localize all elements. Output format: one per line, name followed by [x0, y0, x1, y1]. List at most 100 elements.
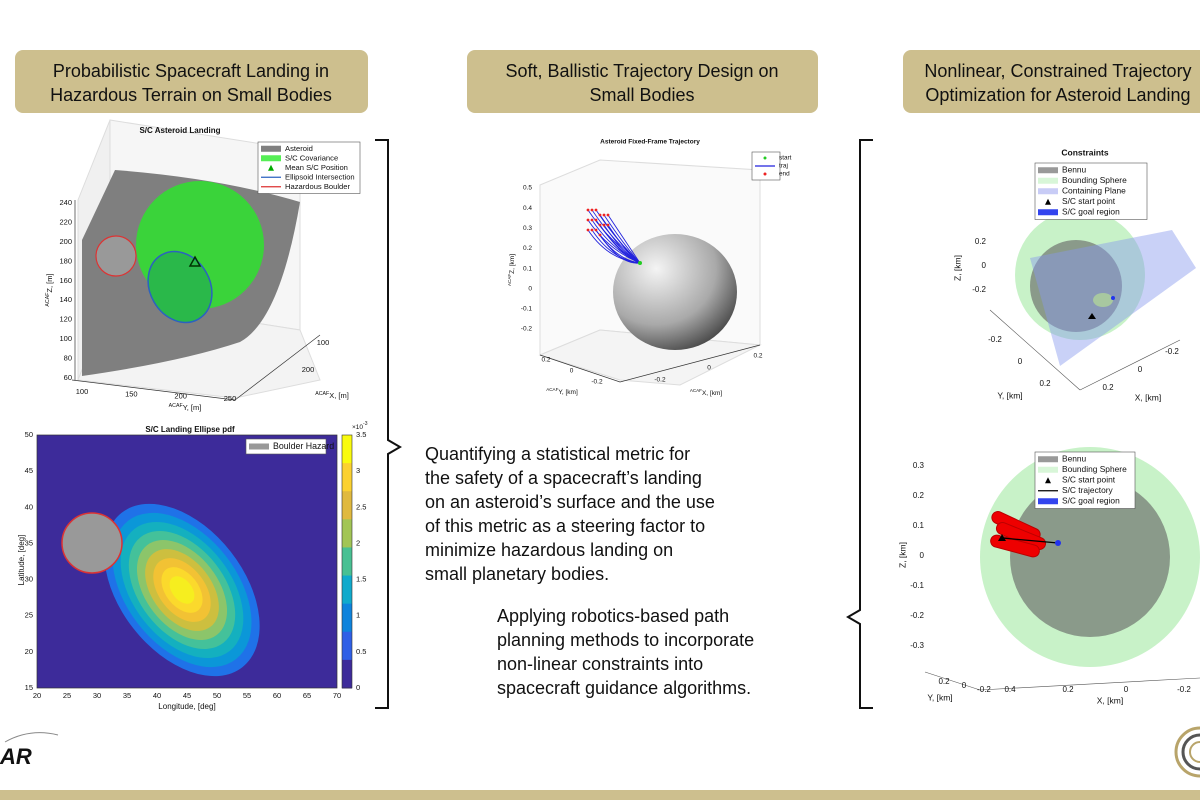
y-tick-label: 250 — [224, 394, 237, 403]
y-tick-label: 35 — [25, 538, 33, 547]
x-tick-label: 25 — [63, 691, 71, 700]
axis-label-prefix: ACAF — [690, 388, 702, 393]
colorbar-band — [342, 547, 352, 577]
axis-label: Z, [km] — [952, 255, 962, 281]
axis-label: ACAFX, [km] — [690, 388, 723, 397]
legend-swatch — [1038, 167, 1058, 174]
legend-swatch — [1045, 477, 1051, 484]
z-tick-label: 200 — [59, 237, 72, 246]
legend-swatch — [1038, 498, 1058, 505]
body-text: small planetary bodies. — [425, 564, 609, 584]
x-tick-label: 35 — [123, 691, 131, 700]
body-text: of this metric as a steering factor to — [425, 516, 705, 536]
trajectory-path — [599, 234, 641, 264]
legend-label: Bennu — [1062, 453, 1087, 463]
y-tick-label: 25 — [25, 611, 33, 620]
x-tick-label: 0.4 — [1004, 685, 1016, 694]
trajectory-end — [602, 223, 606, 227]
z-tick-label: -0.1 — [910, 581, 924, 590]
y-tick-label: 30 — [25, 575, 33, 584]
z-tick-label: 160 — [59, 276, 72, 285]
x-tick-label: 0 — [707, 365, 711, 372]
y-tick-label: -0.2 — [977, 685, 991, 694]
z-tick-label: -0.2 — [972, 285, 986, 294]
colorbar-tick-label: 1.5 — [356, 575, 366, 584]
axis-label-text: X, [km] — [702, 390, 722, 397]
z-tick-label: -0.3 — [910, 641, 924, 650]
legend-swatch — [268, 164, 274, 171]
axis-label-prefix: ACAF — [45, 293, 51, 307]
body-text: on an asteroid’s surface and the use — [425, 492, 715, 512]
x-tick-label: 55 — [243, 691, 251, 700]
legend-swatch — [1038, 456, 1058, 463]
y-tick-label: 200 — [174, 392, 187, 401]
y-tick-label: 150 — [125, 389, 138, 398]
axis-label-text: Z, [km] — [509, 254, 516, 274]
colorbar-band — [342, 659, 352, 689]
trajectory-end — [598, 233, 602, 237]
z-tick-label: 100 — [59, 334, 72, 343]
legend-label: Hazardous Boulder — [285, 182, 350, 191]
legend-label: Asteroid — [285, 144, 313, 153]
y-tick-label: 45 — [25, 466, 33, 475]
header-title: Probabilistic Spacecraft Landing in — [53, 61, 329, 81]
bracket — [846, 139, 873, 709]
x-tick-label: 60 — [273, 691, 281, 700]
legend-label: Bounding Sphere — [1062, 175, 1127, 185]
legend-label: Bennu — [1062, 164, 1087, 174]
constraints-figure — [989, 210, 1196, 391]
axis-label: ACAFY, [km] — [546, 387, 578, 396]
header-title: Hazardous Terrain on Small Bodies — [50, 85, 332, 105]
axis-label: Y, [km] — [997, 390, 1022, 400]
y-tick-label: 0 — [570, 368, 574, 375]
trajectory-start — [638, 261, 642, 265]
trajectory-end — [606, 213, 610, 217]
legend-label: Bounding Sphere — [1062, 464, 1127, 474]
colorbar-tick-label: 2.5 — [356, 502, 366, 511]
z-tick-label: 0 — [982, 261, 987, 270]
trajectory-end — [594, 228, 598, 232]
header-title: Nonlinear, Constrained Trajectory — [924, 61, 1191, 81]
colorbar-tick-label: 0.5 — [356, 647, 366, 656]
x-tick-label: 70 — [333, 691, 341, 700]
axis-label-prefix: ACAF — [169, 403, 183, 409]
colorbar-band — [342, 435, 352, 464]
exponent-base: ×10 — [352, 424, 363, 431]
trajectory-end — [590, 218, 594, 222]
z-tick-label: 0.4 — [523, 205, 532, 212]
legend-swatch — [261, 155, 281, 162]
axis-label: ACAFY, [m] — [169, 403, 202, 412]
x-tick-label: 0 — [1124, 685, 1129, 694]
axis-label: X, [km] — [1097, 695, 1123, 705]
y-tick-label: -0.2 — [591, 379, 603, 386]
body-text: planning methods to incorporate — [497, 630, 754, 650]
x-tick-label: 0.2 — [753, 353, 762, 360]
x-tick-label: 30 — [93, 691, 101, 700]
colorbar-exponent: ×10-3 — [352, 421, 368, 430]
y-tick-label: 20 — [25, 647, 33, 656]
legend-label: S/C start point — [1062, 196, 1116, 206]
z-tick-label: 80 — [64, 354, 72, 363]
colorbar-band — [342, 631, 352, 661]
y-tick-label: 50 — [25, 430, 33, 439]
legend-label: end — [779, 171, 790, 178]
trajectory-end — [586, 228, 590, 232]
axis-label-text: Y, [m] — [183, 403, 202, 412]
trajectory-end — [598, 223, 602, 227]
trajectory-end — [590, 228, 594, 232]
colorbar-band — [342, 491, 352, 520]
legend-label: S/C goal region — [1062, 206, 1120, 216]
y-tick-label: 0.2 — [541, 357, 550, 364]
legend-swatch — [763, 156, 767, 160]
z-tick-label: 0.3 — [913, 461, 925, 470]
header-title: Soft, Ballistic Trajectory Design on — [505, 61, 778, 81]
z-tick-label: 120 — [59, 315, 72, 324]
trajectory-end — [590, 208, 594, 212]
header-box — [467, 50, 818, 113]
y-tick-label: 0 — [962, 681, 967, 690]
legend-label: S/C Covariance — [285, 153, 338, 162]
trajectory-end — [602, 213, 606, 217]
y-tick-label: 0.2 — [1039, 379, 1051, 388]
x-tick-label: 0 — [1138, 365, 1143, 374]
body-text: spacecraft guidance algorithms. — [497, 678, 751, 698]
